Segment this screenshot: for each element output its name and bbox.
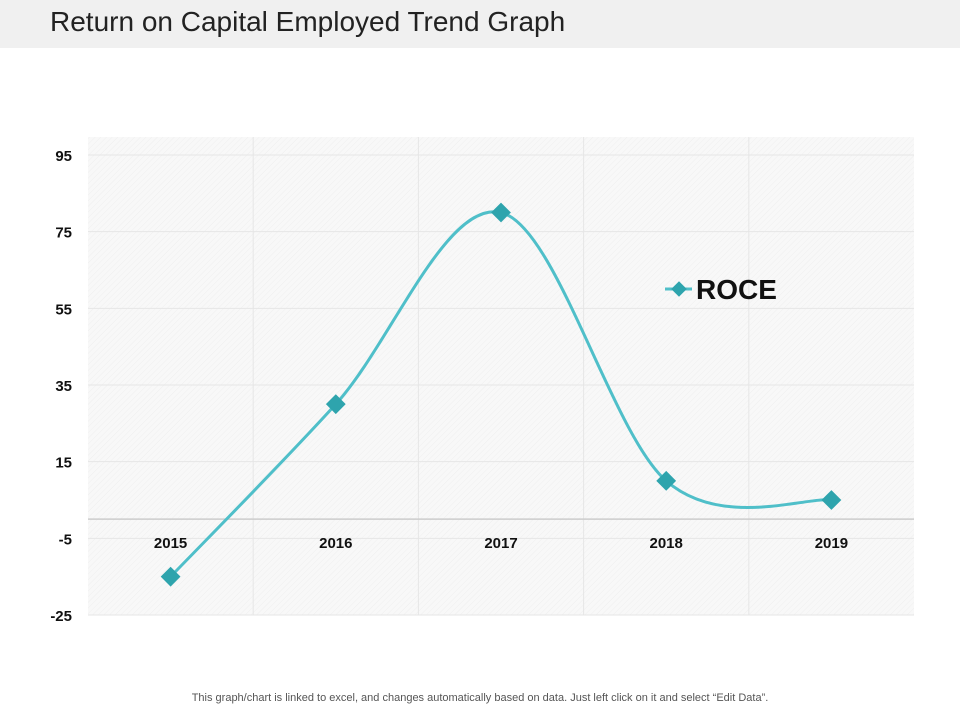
data-point-2018 bbox=[656, 470, 677, 491]
data-point-2016 bbox=[325, 394, 346, 415]
x-tick-label: 2016 bbox=[319, 535, 352, 552]
x-axis-ticks: 2015 2016 2017 2018 2019 bbox=[154, 535, 848, 552]
page-title: Return on Capital Employed Trend Graph bbox=[50, 6, 566, 37]
x-tick-label: 2019 bbox=[815, 535, 848, 552]
y-tick-label: 75 bbox=[55, 225, 72, 242]
grid-lines bbox=[88, 137, 914, 616]
y-tick-label: 55 bbox=[55, 301, 72, 318]
data-point-2019 bbox=[821, 490, 842, 510]
y-tick-label: 15 bbox=[55, 455, 72, 472]
y-tick-label: 95 bbox=[55, 148, 72, 165]
y-tick-label: 35 bbox=[55, 378, 72, 395]
series-markers bbox=[160, 202, 842, 587]
x-tick-label: 2018 bbox=[650, 535, 683, 552]
x-tick-label: 2017 bbox=[484, 535, 517, 552]
y-axis-ticks: 95 75 55 35 15 -5 -25 bbox=[50, 148, 72, 625]
title-bar: Return on Capital Employed Trend Graph bbox=[0, 0, 960, 48]
footer-note: This graph/chart is linked to excel, and… bbox=[191, 692, 769, 704]
y-tick-label: -25 bbox=[50, 608, 72, 625]
data-point-2017 bbox=[491, 202, 511, 223]
x-tick-label: 2015 bbox=[154, 535, 187, 552]
legend-label: ROCE bbox=[696, 274, 777, 305]
y-tick-label: -5 bbox=[59, 531, 72, 548]
